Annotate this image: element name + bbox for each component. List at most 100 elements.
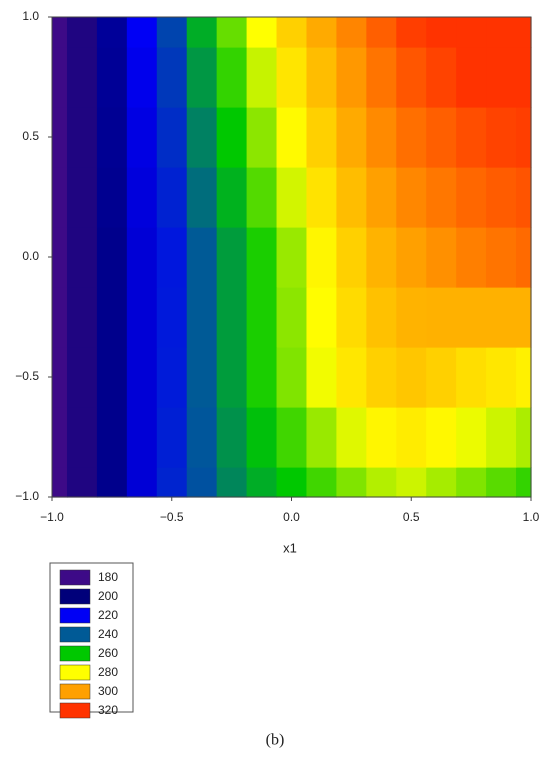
contour-cell xyxy=(52,47,68,108)
contour-cell xyxy=(426,17,457,48)
contour-cell xyxy=(52,407,68,468)
x-tick-label: −1.0 xyxy=(40,510,64,524)
contour-cell xyxy=(456,227,487,288)
contour-cell xyxy=(126,107,158,168)
contour-cell xyxy=(66,227,98,288)
contour-cell xyxy=(126,17,158,48)
legend-label: 280 xyxy=(98,665,118,679)
contour-cell xyxy=(66,17,98,48)
contour-cell xyxy=(216,407,248,468)
legend-box xyxy=(49,562,134,713)
contour-cell xyxy=(52,227,68,288)
contour-cell xyxy=(156,167,188,228)
contour-cell xyxy=(456,107,487,168)
contour-cell xyxy=(366,167,397,228)
contour-cell xyxy=(156,347,188,408)
contour-cell xyxy=(246,347,278,408)
contour-cell xyxy=(156,107,188,168)
contour-cell xyxy=(486,227,517,288)
contour-cell xyxy=(336,287,367,348)
contour-cell xyxy=(336,167,367,228)
contour-cell xyxy=(52,467,68,498)
contour-cell xyxy=(246,17,278,48)
contour-cell xyxy=(52,167,68,228)
contour-cell xyxy=(516,287,532,348)
contour-cell xyxy=(276,17,308,48)
contour-cell xyxy=(66,287,98,348)
contour-cell xyxy=(336,17,367,48)
contour-cell xyxy=(52,287,68,348)
contour-cell xyxy=(66,347,98,408)
contour-cell xyxy=(96,407,128,468)
contour-cell xyxy=(126,287,158,348)
contour-cell xyxy=(96,107,128,168)
contour-cell xyxy=(216,17,248,48)
legend-label: 240 xyxy=(98,627,118,641)
contour-cell xyxy=(276,47,308,108)
legend-label: 180 xyxy=(98,570,118,584)
contour-cell xyxy=(516,227,532,288)
contour-cell xyxy=(396,17,427,48)
y-tick-label: −0.5 xyxy=(15,369,39,383)
legend-swatch xyxy=(59,588,91,605)
contour-cell xyxy=(336,407,367,468)
y-tick-label: 1.0 xyxy=(22,9,39,23)
contour-cell xyxy=(156,287,188,348)
legend-swatch xyxy=(59,645,91,662)
contour-cell xyxy=(516,167,532,228)
contour-cell xyxy=(396,167,427,228)
contour-cell xyxy=(216,167,248,228)
contour-cell xyxy=(486,107,517,168)
contour-cell xyxy=(396,347,427,408)
contour-cell xyxy=(306,287,338,348)
legend-label: 320 xyxy=(98,703,118,717)
contour-cell xyxy=(336,347,367,408)
contour-cell xyxy=(336,47,367,108)
contour-cell xyxy=(396,407,427,468)
contour-cell xyxy=(186,467,218,498)
contour-cell xyxy=(366,347,397,408)
contour-cell xyxy=(186,47,218,108)
contour-cell xyxy=(456,47,487,108)
contour-cell xyxy=(456,407,487,468)
contour-cell xyxy=(276,467,308,498)
contour-cell xyxy=(246,47,278,108)
contour-cell xyxy=(516,17,532,48)
contour-cell xyxy=(486,347,517,408)
contour-cell xyxy=(456,17,487,48)
contour-cell xyxy=(156,467,188,498)
contour-cell xyxy=(426,167,457,228)
contour-cell xyxy=(156,227,188,288)
contour-cell xyxy=(126,47,158,108)
contour-cell xyxy=(486,17,517,48)
contour-cell xyxy=(276,107,308,168)
x-tick-label: 0.0 xyxy=(283,510,300,524)
contour-cell xyxy=(276,407,308,468)
y-tick-label: 0.5 xyxy=(22,129,39,143)
contour-cell xyxy=(66,467,98,498)
contour-cell xyxy=(486,47,517,108)
contour-cell xyxy=(216,287,248,348)
contour-cell xyxy=(246,287,278,348)
contour-cell xyxy=(426,467,457,498)
contour-cell xyxy=(366,17,397,48)
contour-cell xyxy=(186,17,218,48)
x-axis-label: x1 xyxy=(283,540,297,555)
contour-cell xyxy=(52,347,68,408)
contour-cell xyxy=(366,467,397,498)
contour-cell xyxy=(66,407,98,468)
contour-cell xyxy=(426,107,457,168)
legend-label: 200 xyxy=(98,589,118,603)
contour-cell xyxy=(156,17,188,48)
contour-cell xyxy=(216,227,248,288)
contour-cell xyxy=(186,227,218,288)
contour-cell xyxy=(396,47,427,108)
contour-cell xyxy=(456,467,487,498)
contour-cell xyxy=(186,107,218,168)
contour-cell xyxy=(186,167,218,228)
contour-cell xyxy=(486,167,517,228)
contour-cell xyxy=(426,407,457,468)
contour-cell xyxy=(426,47,457,108)
contour-cell xyxy=(66,167,98,228)
contour-cell xyxy=(516,347,532,408)
